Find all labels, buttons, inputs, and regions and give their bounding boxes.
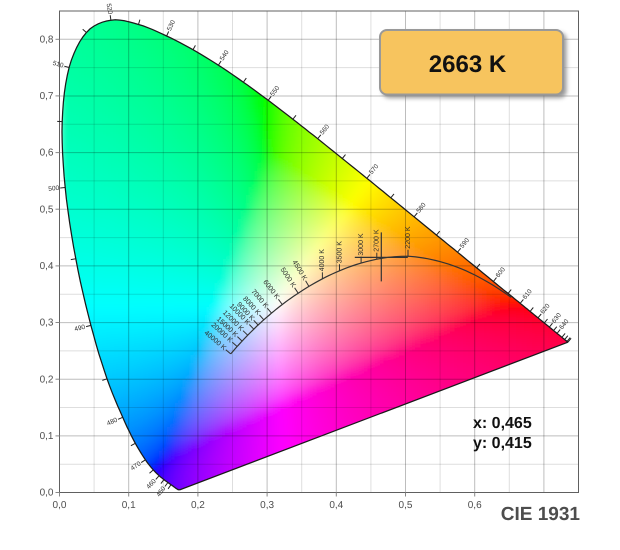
svg-text:0,3: 0,3: [40, 318, 54, 329]
svg-text:4000 K: 4000 K: [319, 249, 326, 272]
svg-text:0,6: 0,6: [468, 500, 482, 511]
svg-text:CIE 1931: CIE 1931: [501, 504, 581, 525]
svg-text:0,1: 0,1: [122, 500, 136, 511]
svg-text:2200 K: 2200 K: [405, 226, 412, 249]
svg-text:0,7: 0,7: [40, 91, 54, 102]
svg-text:520: 520: [105, 3, 114, 15]
svg-text:y: 0,415: y: 0,415: [473, 435, 532, 452]
svg-text:0,5: 0,5: [40, 204, 54, 215]
svg-text:0,2: 0,2: [40, 374, 54, 385]
svg-text:540: 540: [219, 49, 231, 62]
svg-text:0,5: 0,5: [399, 500, 413, 511]
svg-text:530: 530: [166, 19, 177, 32]
svg-text:0,0: 0,0: [40, 488, 54, 499]
svg-text:0,4: 0,4: [40, 261, 54, 272]
svg-text:0,1: 0,1: [40, 431, 54, 442]
svg-text:480: 480: [106, 417, 119, 428]
svg-text:510: 510: [52, 60, 65, 70]
svg-text:0,2: 0,2: [191, 500, 205, 511]
svg-text:500: 500: [48, 185, 60, 193]
svg-text:0,8: 0,8: [40, 34, 54, 45]
svg-text:490: 490: [74, 324, 87, 334]
svg-text:2663 K: 2663 K: [429, 51, 507, 78]
svg-text:0,0: 0,0: [53, 500, 67, 511]
svg-text:0,4: 0,4: [329, 500, 343, 511]
svg-text:0,6: 0,6: [40, 148, 54, 159]
svg-text:2700 K: 2700 K: [374, 229, 381, 252]
svg-text:3000 K: 3000 K: [358, 233, 365, 256]
svg-text:x: 0,465: x: 0,465: [473, 415, 532, 432]
svg-text:0,3: 0,3: [260, 500, 274, 511]
svg-text:3500 K: 3500 K: [336, 241, 343, 264]
